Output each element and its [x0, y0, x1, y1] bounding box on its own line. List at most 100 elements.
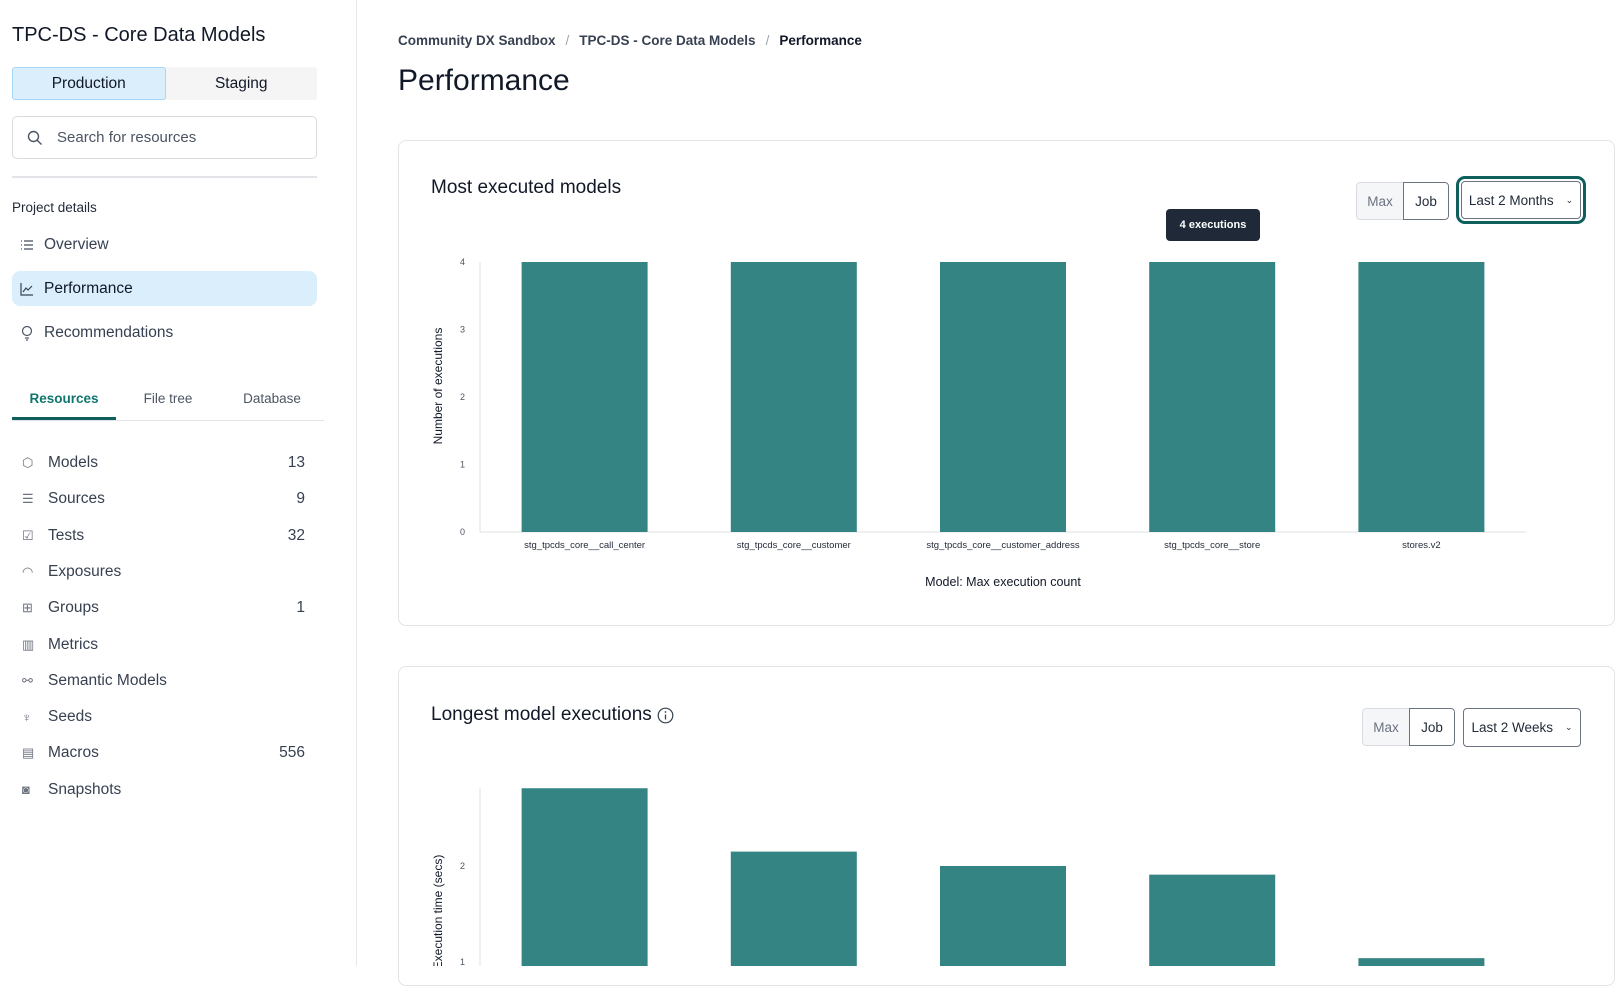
bar [521, 788, 648, 966]
lightbulb-icon [21, 325, 33, 341]
resource-label: Seeds [48, 708, 92, 726]
y-tick-label: 2 [460, 392, 465, 402]
nav-label: Recommendations [44, 323, 174, 341]
dropdown-value: Last 2 Weeks [1471, 720, 1553, 735]
y-tick-label: 2 [460, 861, 465, 871]
max-job-toggle: Max Job [1362, 708, 1455, 746]
info-icon[interactable] [657, 707, 674, 724]
bar [940, 866, 1066, 966]
resource-count: 9 [296, 490, 305, 508]
resource-label: Tests [48, 526, 85, 544]
resource-item-models[interactable]: ⬡ Models 13 [22, 448, 305, 478]
camera-icon: ◙ [22, 782, 30, 798]
resource-item-sources[interactable]: ☰ Sources 9 [22, 484, 305, 514]
resource-label: Sources [48, 490, 105, 508]
resource-tabs: Resources File tree Database [12, 384, 324, 421]
date-range-dropdown[interactable]: Last 2 Months ⌄ [1456, 176, 1586, 224]
date-range-dropdown[interactable]: Last 2 Weeks ⌄ [1463, 708, 1581, 747]
breadcrumb-link-sandbox[interactable]: Community DX Sandbox [398, 33, 556, 48]
tab-resources[interactable]: Resources [12, 384, 116, 420]
y-axis-label: Execution time (secs) [431, 855, 445, 966]
grid-icon: ⊞ [22, 600, 33, 616]
breadcrumb-separator: / [565, 33, 570, 48]
resource-item-macros[interactable]: ▤ Macros 556 [22, 738, 305, 768]
chevron-down-icon: ⌄ [1565, 194, 1574, 205]
search-icon [27, 130, 42, 145]
bar [1358, 958, 1485, 966]
gauge-icon: ◠ [22, 563, 34, 579]
resource-label: Macros [48, 744, 99, 762]
resource-item-snapshots[interactable]: ◙ Snapshots [22, 775, 305, 805]
list-icon [21, 239, 33, 250]
nav-label: Overview [44, 235, 109, 253]
y-tick-label: 1 [460, 460, 465, 470]
line-chart-icon [20, 282, 33, 296]
sprout-icon: ♆ [22, 709, 32, 725]
resource-label: Snapshots [48, 780, 122, 798]
breadcrumb-current: Performance [779, 33, 862, 48]
breadcrumb-link-project[interactable]: TPC-DS - Core Data Models [579, 33, 756, 48]
resource-item-metrics[interactable]: ▥ Metrics [22, 630, 305, 660]
nav-performance[interactable]: Performance [12, 271, 317, 306]
bar [730, 851, 857, 966]
env-staging-button[interactable]: Staging [214, 74, 268, 92]
charts-layer: 0 1 2 3 4 stg_tpcds_core__call_center stg_tpcd… [431, 257, 1526, 966]
bar [1149, 874, 1276, 966]
dropdown-value: Last 2 Months [1468, 192, 1554, 208]
sidebar: TPC-DS - Core Data Models Production Sta… [0, 0, 357, 966]
resource-label: Semantic Models [48, 671, 167, 689]
card-title: Most executed models [431, 177, 622, 198]
resource-label: Groups [48, 599, 99, 617]
resource-item-groups[interactable]: ⊞ Groups 1 [22, 593, 305, 623]
bar [1358, 262, 1485, 532]
resource-label: Models [48, 454, 98, 471]
environment-toggle: Production Staging [12, 67, 317, 100]
job-button[interactable]: Job [1409, 708, 1455, 746]
bar [1149, 262, 1276, 532]
job-button[interactable]: Job [1403, 182, 1449, 220]
bar-chart-icon: ▥ [22, 636, 35, 652]
breadcrumb: Community DX Sandbox / TPC-DS - Core Data… [398, 33, 862, 48]
bar [940, 262, 1066, 532]
page-title: Performance [398, 64, 570, 97]
breadcrumb-separator: / [765, 33, 770, 48]
x-axis-label: Model: Max execution count [925, 575, 1081, 589]
resource-label: Metrics [48, 635, 98, 653]
y-tick-label: 4 [460, 257, 465, 267]
resource-label: Exposures [48, 562, 122, 580]
y-axis-label: Number of executions [431, 328, 445, 445]
nav-label: Performance [44, 279, 133, 297]
tab-database[interactable]: Database [243, 391, 301, 406]
x-tick-label: stg_tpcds_core__store [1164, 540, 1260, 551]
card-title: Longest model executions [431, 704, 652, 725]
resource-count: 1 [296, 599, 305, 617]
search-placeholder: Search for resources [57, 129, 197, 146]
resource-count: 32 [287, 526, 305, 544]
project-details-label: Project details [12, 200, 97, 215]
resource-count: 13 [287, 454, 305, 471]
bar-tooltip: 4 executions [1166, 209, 1260, 241]
resource-item-seeds[interactable]: ♆ Seeds [22, 702, 305, 732]
resource-item-tests[interactable]: ☑ Tests 32 [22, 521, 305, 551]
max-button[interactable]: Max [1356, 182, 1403, 220]
tab-file-tree[interactable]: File tree [143, 391, 193, 406]
clipboard-check-icon: ☑ [22, 527, 34, 543]
resource-item-exposures[interactable]: ◠ Exposures [22, 557, 305, 587]
x-tick-label: stores.v2 [1402, 540, 1441, 551]
resource-item-semantic-models[interactable]: ⚯ Semantic Models [22, 666, 305, 696]
x-tick-label: stg_tpcds_core__call_center [524, 540, 645, 551]
search-input[interactable]: Search for resources [12, 116, 317, 159]
cube-icon: ⬡ [22, 455, 34, 470]
env-production-button[interactable]: Production [12, 67, 166, 100]
chevron-down-icon: ⌄ [1565, 722, 1573, 732]
nav-overview[interactable]: Overview [12, 227, 317, 262]
bar [521, 262, 648, 532]
project-title: TPC-DS - Core Data Models [12, 24, 266, 46]
nav-recommendations[interactable]: Recommendations [12, 315, 317, 350]
divider [12, 176, 317, 178]
bar [730, 262, 857, 532]
y-tick-label: 3 [460, 325, 465, 335]
max-button[interactable]: Max [1362, 708, 1409, 746]
x-tick-label: stg_tpcds_core__customer_address [926, 540, 1079, 551]
file-text-icon: ▤ [22, 745, 35, 761]
